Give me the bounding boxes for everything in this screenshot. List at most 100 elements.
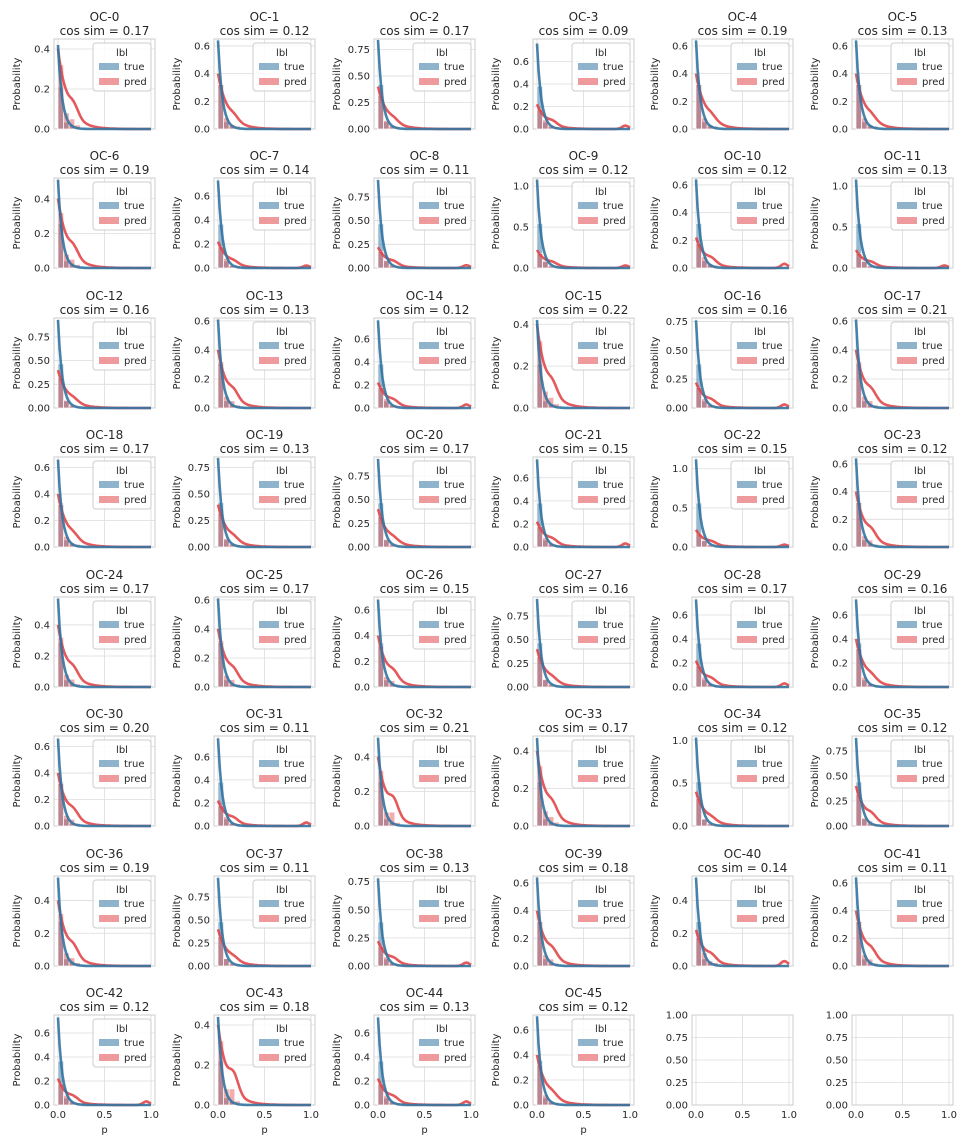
legend: lbl true pred [92, 879, 152, 929]
legend-label-pred: pred [603, 216, 626, 227]
x-tick-label: 1.0 [463, 1110, 479, 1121]
true-kde-line [376, 737, 471, 828]
y-tick-label: 0.2 [194, 374, 210, 385]
panel-title: OC-35 [884, 707, 921, 721]
y-axis-label: Probability [491, 615, 502, 668]
y-axis-label: Probability [810, 336, 821, 389]
y-tick-label: 0.75 [28, 332, 50, 343]
y-tick-label: 0.4 [672, 635, 688, 646]
y-tick-label: 1.00 [666, 1011, 688, 1022]
legend: lbl true pred [890, 460, 950, 510]
legend: lbl true pred [571, 42, 631, 92]
legend-label-pred: pred [124, 1053, 147, 1064]
legend-swatch-true [897, 621, 917, 628]
panel-subtitle: cos sim = 0.14 [698, 861, 788, 875]
y-tick-label: 0.2 [34, 85, 50, 96]
legend-label-pred: pred [284, 77, 307, 88]
y-tick-label: 0.0 [832, 683, 848, 694]
legend-swatch-pred [99, 1054, 119, 1061]
y-tick-label: 0.2 [672, 236, 688, 247]
y-tick-label: 0.4 [194, 624, 210, 635]
legend-swatch-pred [99, 915, 119, 922]
y-tick-label: 0.00 [188, 962, 210, 973]
legend: lbl true pred [92, 600, 152, 650]
legend-label-true: true [444, 480, 465, 491]
legend-swatch-true [259, 342, 279, 349]
y-tick-label: 0.0 [194, 264, 210, 275]
panel-subtitle: cos sim = 0.17 [60, 442, 150, 456]
panel-title: OC-0 [90, 10, 120, 24]
legend-label-pred: pred [922, 216, 945, 227]
true-kde-line [216, 40, 311, 131]
y-tick-label: 0.4 [832, 69, 848, 80]
y-tick-label: 0.5 [513, 223, 529, 234]
x-tick-label: 0.5 [97, 1110, 113, 1121]
y-tick-label: 0.25 [826, 1078, 848, 1089]
legend-title: lbl [116, 885, 128, 896]
panel-title: OC-15 [565, 289, 602, 303]
x-tick-label: 1.0 [781, 1110, 797, 1121]
y-tick-label: 0.6 [832, 878, 848, 889]
legend-swatch-true [99, 900, 119, 907]
y-tick-label: 0.2 [832, 97, 848, 108]
legend-label-true: true [444, 62, 465, 73]
legend-label-true: true [444, 620, 465, 631]
x-axis-label: p [261, 1125, 267, 1136]
legend-swatch-pred [259, 496, 279, 503]
y-tick-label: 0.4 [832, 635, 848, 646]
y-tick-label: 0.0 [194, 683, 210, 694]
legend: lbl true pred [571, 181, 631, 231]
panel-subtitle: cos sim = 0.12 [858, 442, 948, 456]
panel-subtitle: cos sim = 0.17 [698, 582, 788, 596]
legend-swatch-pred [737, 636, 757, 643]
legend-label-pred: pred [922, 495, 945, 506]
legend: lbl true pred [92, 460, 152, 510]
legend-swatch-pred [897, 78, 917, 85]
panel-subtitle: cos sim = 0.13 [380, 1000, 470, 1014]
true-kde-line [535, 877, 630, 968]
legend: lbl true pred [412, 42, 472, 92]
legend-swatch-true [578, 202, 598, 209]
y-tick-label: 0.0 [672, 683, 688, 694]
y-tick-label: 0.50 [348, 495, 370, 506]
panel-subtitle: cos sim = 0.11 [220, 721, 310, 735]
legend-swatch-true [578, 1039, 598, 1046]
legend-swatch-true [99, 1039, 119, 1046]
legend-title: lbl [914, 885, 926, 896]
legend: lbl true pred [571, 879, 631, 929]
legend-label-pred: pred [762, 635, 785, 646]
y-axis-label: Probability [332, 475, 343, 528]
plot-frame [691, 1014, 794, 1106]
true-kde-line [535, 737, 630, 828]
y-axis-label: Probability [810, 615, 821, 668]
legend-swatch-pred [578, 357, 598, 364]
y-tick-label: 0.25 [348, 933, 370, 944]
panel-subtitle: cos sim = 0.17 [380, 24, 470, 38]
y-axis-label: Probability [810, 754, 821, 807]
y-tick-label: 0.6 [354, 605, 370, 616]
legend-swatch-pred [419, 915, 439, 922]
legend-title: lbl [754, 885, 766, 896]
y-tick-label: 0.50 [188, 916, 210, 927]
legend-label-true: true [284, 899, 305, 910]
legend: lbl true pred [571, 321, 631, 371]
legend-swatch-pred [419, 775, 439, 782]
y-tick-label: 0.6 [194, 752, 210, 763]
panel-subtitle: cos sim = 0.19 [60, 163, 150, 177]
y-tick-label: 1.0 [832, 182, 848, 193]
panel-subtitle: cos sim = 0.22 [539, 303, 629, 317]
y-axis-label: Probability [332, 57, 343, 110]
panel-subtitle: cos sim = 0.17 [60, 24, 150, 38]
y-tick-label: 0.0 [513, 264, 529, 275]
y-tick-label: 0.5 [832, 223, 848, 234]
panel-title: OC-7 [250, 149, 280, 163]
true-kde-line [854, 458, 949, 549]
legend-label-true: true [284, 201, 305, 212]
legend-label-true: true [603, 341, 624, 352]
